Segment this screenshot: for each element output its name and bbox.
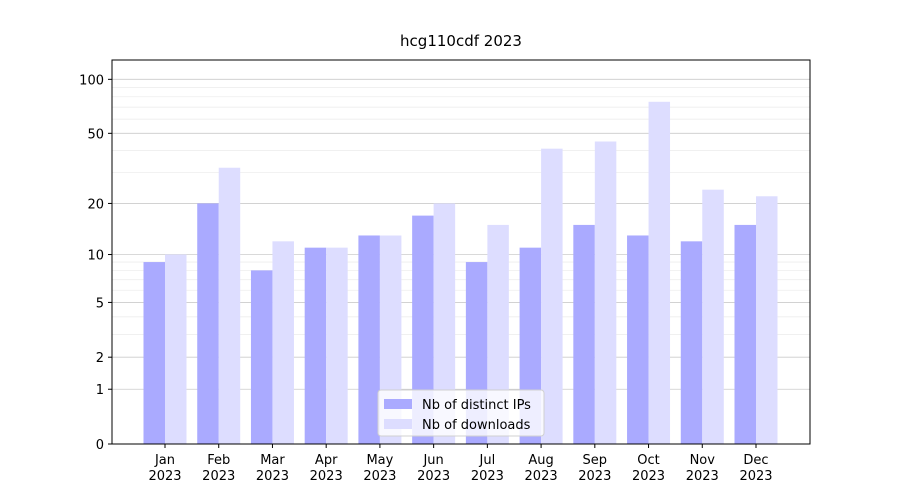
x-tick-label: Mar 2023 bbox=[255, 453, 289, 484]
y-tick-label: 100 bbox=[79, 73, 104, 88]
bar bbox=[165, 254, 187, 444]
x-tick-label: Nov 2023 bbox=[685, 453, 719, 484]
bar bbox=[197, 203, 219, 444]
x-tick-label: Apr 2023 bbox=[309, 453, 343, 484]
bar bbox=[487, 224, 509, 444]
bar bbox=[433, 203, 456, 444]
bar bbox=[412, 215, 434, 444]
bar bbox=[573, 224, 595, 444]
legend-label: Nb of downloads bbox=[422, 418, 531, 433]
bar bbox=[680, 241, 703, 444]
legend: Nb of distinct IPs Nb of downloads bbox=[377, 389, 545, 437]
x-tick-label: May 2023 bbox=[363, 453, 397, 484]
bar bbox=[648, 101, 671, 444]
y-tick-label: 50 bbox=[87, 127, 104, 142]
bar bbox=[250, 270, 273, 444]
y-tick-label: 1 bbox=[96, 383, 104, 398]
bar bbox=[218, 167, 241, 444]
legend-swatch bbox=[384, 399, 412, 409]
bar bbox=[541, 148, 563, 444]
y-tick-label: 5 bbox=[96, 296, 104, 311]
x-tick-label: Aug 2023 bbox=[524, 453, 558, 484]
chart-title: hcg110cdf 2023 bbox=[400, 32, 522, 50]
legend-swatch bbox=[384, 419, 412, 429]
plot-frame bbox=[111, 59, 811, 445]
x-tick-label: Sep 2023 bbox=[578, 453, 612, 484]
x-tick-label: Jun 2023 bbox=[417, 453, 451, 484]
x-tick-label: Jan 2023 bbox=[148, 453, 182, 484]
x-tick-label: Feb 2023 bbox=[202, 453, 236, 484]
x-tick-label: Dec 2023 bbox=[739, 453, 773, 484]
y-tick-label: 2 bbox=[96, 351, 104, 366]
bar bbox=[756, 196, 778, 444]
bar bbox=[304, 247, 327, 444]
y-tick-label: 10 bbox=[87, 249, 104, 264]
bar bbox=[702, 189, 724, 444]
bar bbox=[326, 247, 348, 444]
bar bbox=[734, 224, 756, 444]
bar bbox=[272, 241, 294, 444]
legend-box bbox=[377, 389, 545, 437]
x-tick-label: Oct 2023 bbox=[631, 453, 666, 484]
bar bbox=[358, 235, 380, 444]
x-tick-label: Jul 2023 bbox=[470, 453, 504, 484]
legend-label: Nb of distinct IPs bbox=[422, 398, 531, 413]
bar bbox=[627, 235, 649, 444]
y-tick-label: 0 bbox=[96, 438, 104, 453]
bar bbox=[594, 141, 617, 444]
y-tick-label: 20 bbox=[87, 197, 104, 212]
bar bbox=[143, 262, 165, 444]
